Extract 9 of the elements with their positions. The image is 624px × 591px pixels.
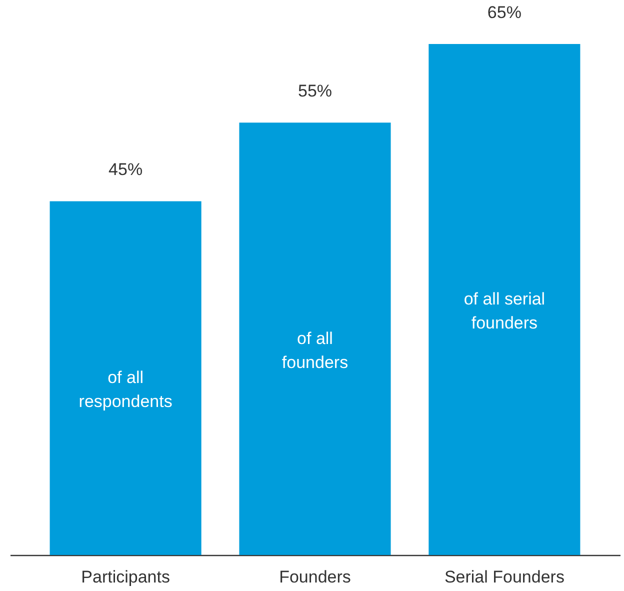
annotation: of all respondents: [78, 368, 172, 412]
x-tick-label: Serial Founders: [444, 568, 564, 586]
data-label: 65%: [487, 3, 522, 22]
annotation: of all serial founders: [464, 290, 546, 332]
annotation: of all founders: [282, 328, 348, 372]
data-label: 55%: [298, 82, 332, 101]
x-tick-label: Founders: [279, 568, 351, 586]
x-tick-label: Participants: [81, 568, 170, 586]
data-label: 45%: [108, 160, 143, 180]
